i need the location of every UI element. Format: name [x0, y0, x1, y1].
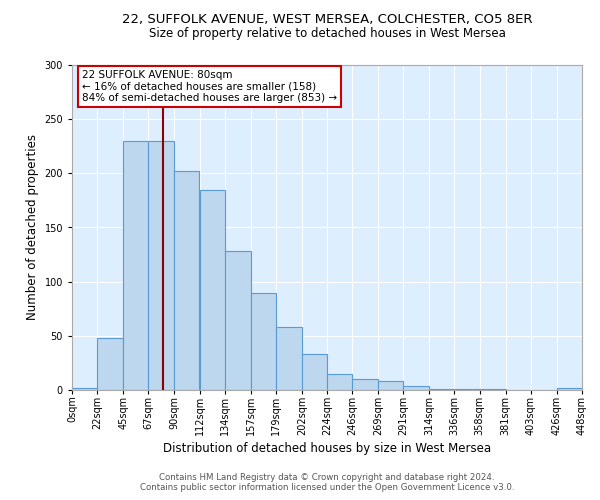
- Bar: [123, 141, 148, 390]
- Bar: [327, 374, 352, 390]
- Bar: [97, 338, 123, 390]
- Text: 22, SUFFOLK AVENUE, WEST MERSEA, COLCHESTER, CO5 8ER: 22, SUFFOLK AVENUE, WEST MERSEA, COLCHES…: [122, 12, 532, 26]
- Bar: [557, 388, 582, 390]
- Bar: [352, 379, 378, 390]
- Bar: [403, 386, 430, 390]
- X-axis label: Distribution of detached houses by size in West Mersea: Distribution of detached houses by size …: [163, 442, 491, 455]
- Bar: [302, 354, 327, 390]
- Bar: [479, 389, 506, 390]
- Bar: [224, 252, 251, 390]
- Y-axis label: Number of detached properties: Number of detached properties: [26, 134, 39, 320]
- Bar: [199, 190, 224, 390]
- Text: Size of property relative to detached houses in West Mersea: Size of property relative to detached ho…: [149, 28, 505, 40]
- Bar: [378, 382, 403, 390]
- Bar: [251, 292, 276, 390]
- Bar: [430, 389, 455, 390]
- Bar: [276, 327, 302, 390]
- Bar: [148, 141, 175, 390]
- Text: Contains HM Land Registry data © Crown copyright and database right 2024.
Contai: Contains HM Land Registry data © Crown c…: [140, 473, 514, 492]
- Bar: [175, 171, 199, 390]
- Bar: [455, 389, 479, 390]
- Text: 22 SUFFOLK AVENUE: 80sqm
← 16% of detached houses are smaller (158)
84% of semi-: 22 SUFFOLK AVENUE: 80sqm ← 16% of detach…: [82, 70, 337, 103]
- Bar: [72, 388, 97, 390]
